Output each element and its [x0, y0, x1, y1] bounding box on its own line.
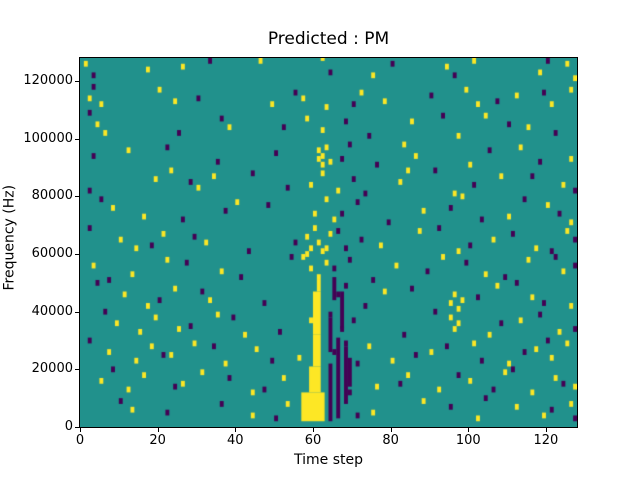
y-tick-mark [75, 427, 79, 428]
x-tick-mark [545, 428, 547, 432]
y-tick-label: 60000 [31, 246, 73, 262]
x-tick-mark [157, 428, 159, 432]
y-tick-label: 0 [64, 419, 73, 434]
y-axis-label: Frequency (Hz) [1, 184, 18, 291]
y-tick-mark [75, 81, 79, 83]
x-axis-label: Time step [294, 452, 363, 468]
y-tick-label: 40000 [31, 303, 73, 319]
x-tick-label: 80 [382, 433, 399, 448]
y-tick-label: 100000 [23, 130, 73, 146]
x-tick-label: 40 [227, 433, 244, 448]
x-tick-label: 0 [75, 433, 85, 448]
y-tick-label: 80000 [31, 188, 73, 204]
y-tick-label: 20000 [31, 361, 73, 377]
y-tick-mark [75, 369, 79, 371]
y-tick-mark [75, 196, 79, 198]
y-tick-label: 120000 [23, 73, 73, 89]
x-tick-label: 100 [455, 433, 481, 448]
x-tick-label: 120 [533, 433, 559, 448]
x-tick-mark [390, 428, 392, 432]
plot-area [80, 58, 577, 427]
x-tick-mark [235, 428, 237, 432]
y-tick-mark [75, 311, 79, 313]
x-tick-label: 20 [149, 433, 166, 448]
x-tick-mark [312, 428, 314, 432]
y-tick-mark [75, 138, 79, 140]
y-tick-mark [75, 254, 79, 256]
heatmap-canvas [80, 58, 577, 427]
chart-title: Predicted : PM [267, 29, 390, 49]
x-tick-label: 60 [304, 433, 322, 448]
x-tick-mark [80, 428, 81, 432]
x-tick-mark [468, 428, 470, 432]
